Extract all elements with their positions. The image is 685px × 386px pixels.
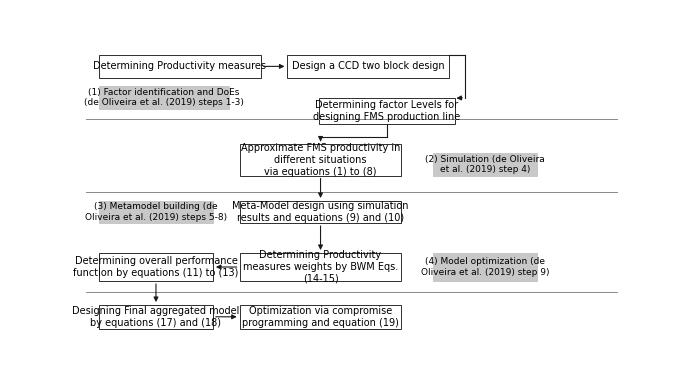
Text: Determining factor Levels for
designing FMS production line: Determining factor Levels for designing … xyxy=(313,100,460,122)
Text: (1) Factor identification and DoEs
(de Oliveira et al. (2019) steps 1-3): (1) Factor identification and DoEs (de O… xyxy=(84,88,244,107)
FancyBboxPatch shape xyxy=(99,305,213,329)
Text: Design a CCD two block design: Design a CCD two block design xyxy=(292,61,445,71)
FancyBboxPatch shape xyxy=(240,305,401,329)
FancyBboxPatch shape xyxy=(434,153,537,176)
FancyBboxPatch shape xyxy=(99,253,213,281)
Text: (4) Model optimization (de
Oliveira et al. (2019) step 9): (4) Model optimization (de Oliveira et a… xyxy=(421,257,549,277)
Text: (3) Metamodel building (de
Oliveira et al. (2019) steps 5-8): (3) Metamodel building (de Oliveira et a… xyxy=(85,202,227,222)
FancyBboxPatch shape xyxy=(434,253,537,281)
Text: Designing Final aggregated model
by equations (17) and (18): Designing Final aggregated model by equa… xyxy=(73,306,240,328)
FancyBboxPatch shape xyxy=(99,86,229,109)
Text: (2) Simulation (de Oliveira
et al. (2019) step 4): (2) Simulation (de Oliveira et al. (2019… xyxy=(425,155,545,174)
Text: Optimization via compromise
programming and equation (19): Optimization via compromise programming … xyxy=(242,306,399,328)
FancyBboxPatch shape xyxy=(240,253,401,281)
Text: Approximate FMS productivity in
different situations
via equations (1) to (8): Approximate FMS productivity in differen… xyxy=(241,144,400,177)
FancyBboxPatch shape xyxy=(99,55,261,78)
Text: Determining Productivity
measures weights by BWM Eqs.
(14-15): Determining Productivity measures weight… xyxy=(243,251,398,284)
Text: Determining overall performance
function by equations (11) to (13): Determining overall performance function… xyxy=(73,256,238,278)
FancyBboxPatch shape xyxy=(99,201,213,223)
FancyBboxPatch shape xyxy=(288,55,449,78)
FancyBboxPatch shape xyxy=(240,201,401,223)
FancyBboxPatch shape xyxy=(319,98,455,124)
FancyBboxPatch shape xyxy=(240,144,401,176)
Text: Meta-Model design using simulation
results and equations (9) and (10): Meta-Model design using simulation resul… xyxy=(232,201,409,223)
Text: Determining Productivity measures: Determining Productivity measures xyxy=(93,61,266,71)
